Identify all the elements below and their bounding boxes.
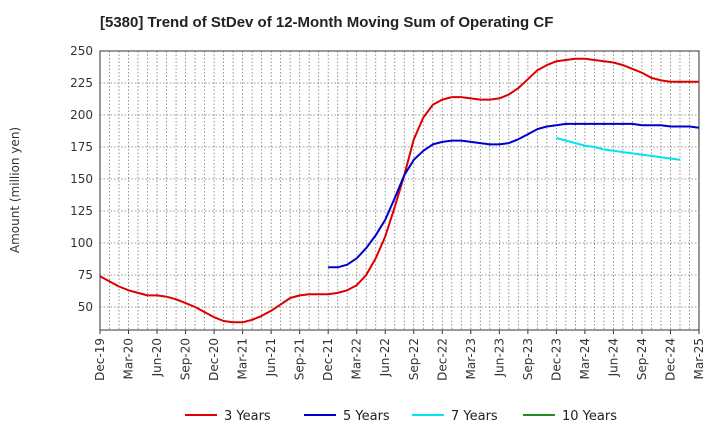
x-tick-label: Dec-22	[435, 338, 449, 381]
legend-label: 10 Years	[562, 409, 617, 424]
x-tick-label: Mar-25	[692, 338, 706, 379]
legend: 3 Years 5 Years 7 Years 10 Years	[185, 409, 617, 424]
legend-label: 7 Years	[451, 409, 498, 424]
x-tick-label: Dec-21	[321, 338, 335, 381]
x-tick-label: Sep-23	[521, 338, 535, 380]
x-tick-label: Jun-22	[378, 338, 392, 377]
legend-label: 3 Years	[224, 409, 271, 424]
x-tick-label: Jun-21	[264, 338, 278, 377]
grid	[100, 50, 699, 330]
y-axis-label: Amount (million yen)	[8, 127, 22, 253]
y-tick-label: 50	[78, 300, 93, 314]
x-tick-label: Dec-19	[93, 338, 107, 381]
y-tick-label: 225	[70, 76, 93, 90]
series-line-3-years	[99, 57, 699, 324]
x-tick-label: Mar-21	[236, 338, 250, 379]
y-tick-label: 200	[70, 108, 93, 122]
series-lines	[99, 57, 700, 324]
legend-label: 5 Years	[343, 409, 390, 424]
x-tick-label: Mar-24	[578, 338, 592, 379]
x-tick-label: Sep-22	[407, 338, 421, 380]
y-tick-label: 250	[70, 44, 93, 58]
y-tick-label: 175	[70, 140, 93, 154]
y-tick-label: 150	[70, 172, 93, 186]
x-tick-label: Dec-20	[207, 338, 221, 381]
y-axis: 50 75 100 125 150 175 200 225 250	[70, 44, 93, 314]
x-tick-label: Mar-22	[350, 338, 364, 379]
x-tick-label: Mar-20	[122, 338, 136, 379]
x-tick-label: Dec-24	[663, 338, 677, 381]
x-tick-label: Jun-20	[150, 338, 164, 377]
x-tick-label: Sep-21	[293, 338, 307, 380]
x-axis: Dec-19 Mar-20 Jun-20 Sep-20 Dec-20 Mar-21 Jun-…	[93, 330, 706, 381]
chart-title: [5380] Trend of StDev of 12-Month Moving…	[100, 14, 553, 31]
y-tick-label: 75	[78, 268, 93, 282]
x-tick-label: Mar-23	[464, 338, 478, 379]
x-tick-label: Jun-23	[492, 338, 506, 377]
x-tick-label: Dec-23	[549, 338, 563, 381]
y-tick-label: 100	[70, 236, 93, 250]
series-line-5-years	[328, 122, 700, 269]
x-tick-label: Sep-24	[635, 338, 649, 380]
x-tick-label: Sep-20	[179, 338, 193, 380]
x-tick-label: Jun-24	[606, 338, 620, 377]
plot-area	[99, 50, 700, 331]
series-line-7-years	[556, 137, 681, 161]
y-tick-label: 125	[70, 204, 93, 218]
